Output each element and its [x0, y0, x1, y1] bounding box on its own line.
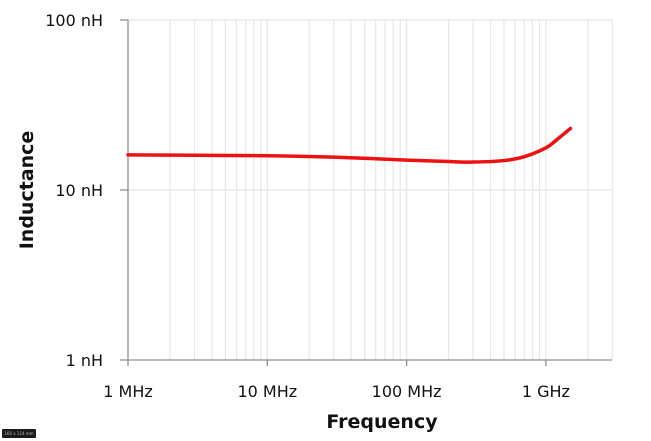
y-tick-label: 100 nH — [45, 11, 103, 30]
dimension-badge: 160 x 114 mm — [2, 429, 36, 438]
x-tick-label: 1 GHz — [522, 382, 570, 401]
axes — [120, 19, 612, 366]
inductance-curve — [126, 126, 573, 164]
x-axis-title: Frequency — [326, 411, 438, 433]
x-tick-label: 10 MHz — [237, 382, 297, 401]
y-tick-labels: 1 nH 10 nH 100 nH — [45, 11, 103, 370]
grid-lines — [128, 19, 613, 360]
x-tick-label: 100 MHz — [372, 382, 442, 401]
y-tick-label: 1 nH — [66, 351, 103, 370]
x-tick-label: 1 MHz — [103, 382, 153, 401]
y-tick-label: 10 nH — [55, 181, 103, 200]
x-tick-labels: 1 MHz 10 MHz 100 MHz 1 GHz — [103, 382, 570, 401]
y-axis-title: Inductance — [16, 131, 38, 250]
